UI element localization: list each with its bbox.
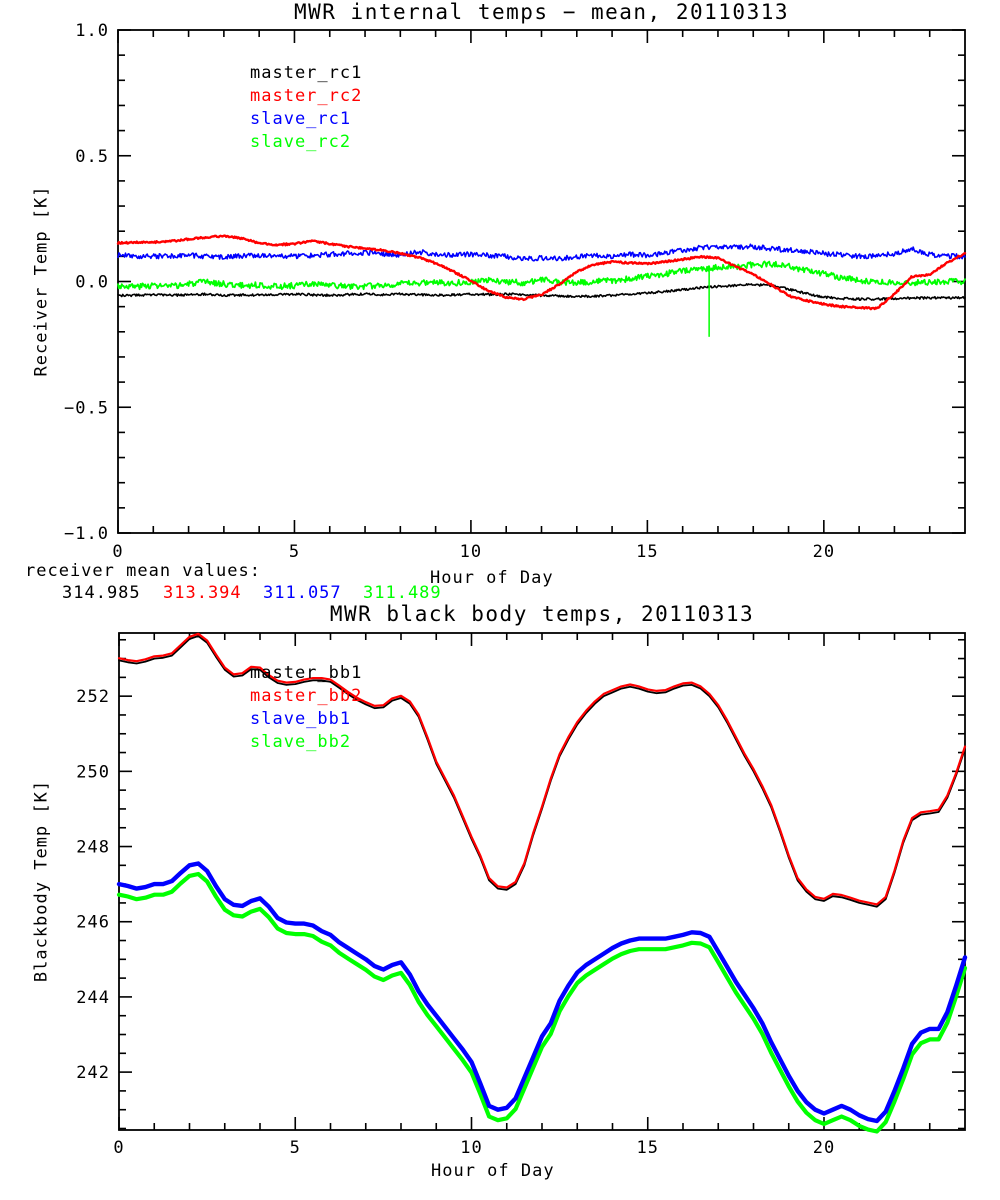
legend-label: master_bb2 (250, 686, 363, 706)
mean-value-master-rc2: 313.394 (163, 583, 242, 603)
svg-text:−0.5: −0.5 (64, 398, 109, 418)
svg-text:15: 15 (637, 1138, 659, 1158)
legend-label: slave_rc2 (250, 132, 352, 152)
legend-item: slave_bb1 (250, 709, 362, 732)
svg-text:20: 20 (813, 542, 835, 562)
svg-text:−1.0: −1.0 (64, 524, 109, 544)
legend-label: master_bb1 (250, 663, 363, 683)
mean-value-slave-rc2: 311.489 (363, 583, 442, 603)
mean-value-master-rc1: 314.985 (62, 583, 141, 603)
top-x-axis-title: Hour of Day (430, 568, 554, 588)
series-master_rc2 (116, 234, 967, 311)
legend-label: slave_bb2 (250, 732, 352, 752)
series-slave_rc1 (117, 243, 966, 262)
svg-text:0: 0 (112, 542, 123, 562)
legend-item: master_rc1 (250, 63, 362, 86)
legend-item: slave_bb2 (250, 732, 362, 755)
svg-text:0: 0 (113, 1138, 124, 1158)
legend-label: slave_rc1 (250, 109, 352, 129)
svg-text:0.0: 0.0 (75, 273, 109, 293)
legend-item: master_rc2 (250, 86, 362, 109)
series-slave_bb2 (116, 871, 968, 1134)
svg-text:10: 10 (460, 542, 482, 562)
svg-text:1.0: 1.0 (75, 21, 109, 41)
legend-label: slave_bb1 (250, 709, 352, 729)
series-master_bb1 (118, 635, 966, 908)
series-slave_rc2 (117, 260, 966, 291)
bottom-x-axis-title: Hour of Day (431, 1161, 555, 1181)
svg-text:242: 242 (76, 1063, 110, 1083)
top-chart-title: MWR internal temps − mean, 20110313 (293, 0, 789, 24)
svg-text:250: 250 (76, 762, 110, 782)
series-master_bb2 (117, 632, 967, 906)
svg-text:244: 244 (76, 988, 110, 1008)
svg-text:0.5: 0.5 (75, 147, 109, 167)
svg-text:10: 10 (460, 1138, 482, 1158)
top-y-axis-title: Receiver Temp [K] (31, 185, 52, 377)
legend-item: master_bb1 (250, 663, 362, 686)
svg-text:246: 246 (76, 913, 110, 933)
svg-text:15: 15 (636, 542, 658, 562)
svg-text:248: 248 (76, 838, 110, 858)
series-slave_bb1 (116, 861, 968, 1124)
legend-label: master_rc2 (250, 86, 363, 106)
legend-item: slave_rc1 (250, 109, 362, 132)
svg-text:252: 252 (76, 687, 110, 707)
svg-text:5: 5 (289, 542, 300, 562)
bottom-y-axis-title: Blackbody Temp [K] (31, 779, 52, 983)
bottom-legend: master_bb1 master_bb2 slave_bb1 slave_bb… (250, 663, 362, 755)
legend-item: master_bb2 (250, 686, 362, 709)
legend-label: master_rc1 (250, 63, 363, 83)
svg-text:5: 5 (290, 1138, 301, 1158)
receiver-mean-values-label: receiver mean values: (25, 561, 261, 581)
top-legend: master_rc1 master_rc2 slave_rc1 slave_rc… (250, 63, 362, 155)
legend-item: slave_rc2 (250, 132, 362, 155)
bottom-chart-title: MWR black body temps, 20110313 (329, 602, 755, 626)
mean-value-slave-rc1: 311.057 (263, 583, 342, 603)
svg-text:20: 20 (813, 1138, 835, 1158)
